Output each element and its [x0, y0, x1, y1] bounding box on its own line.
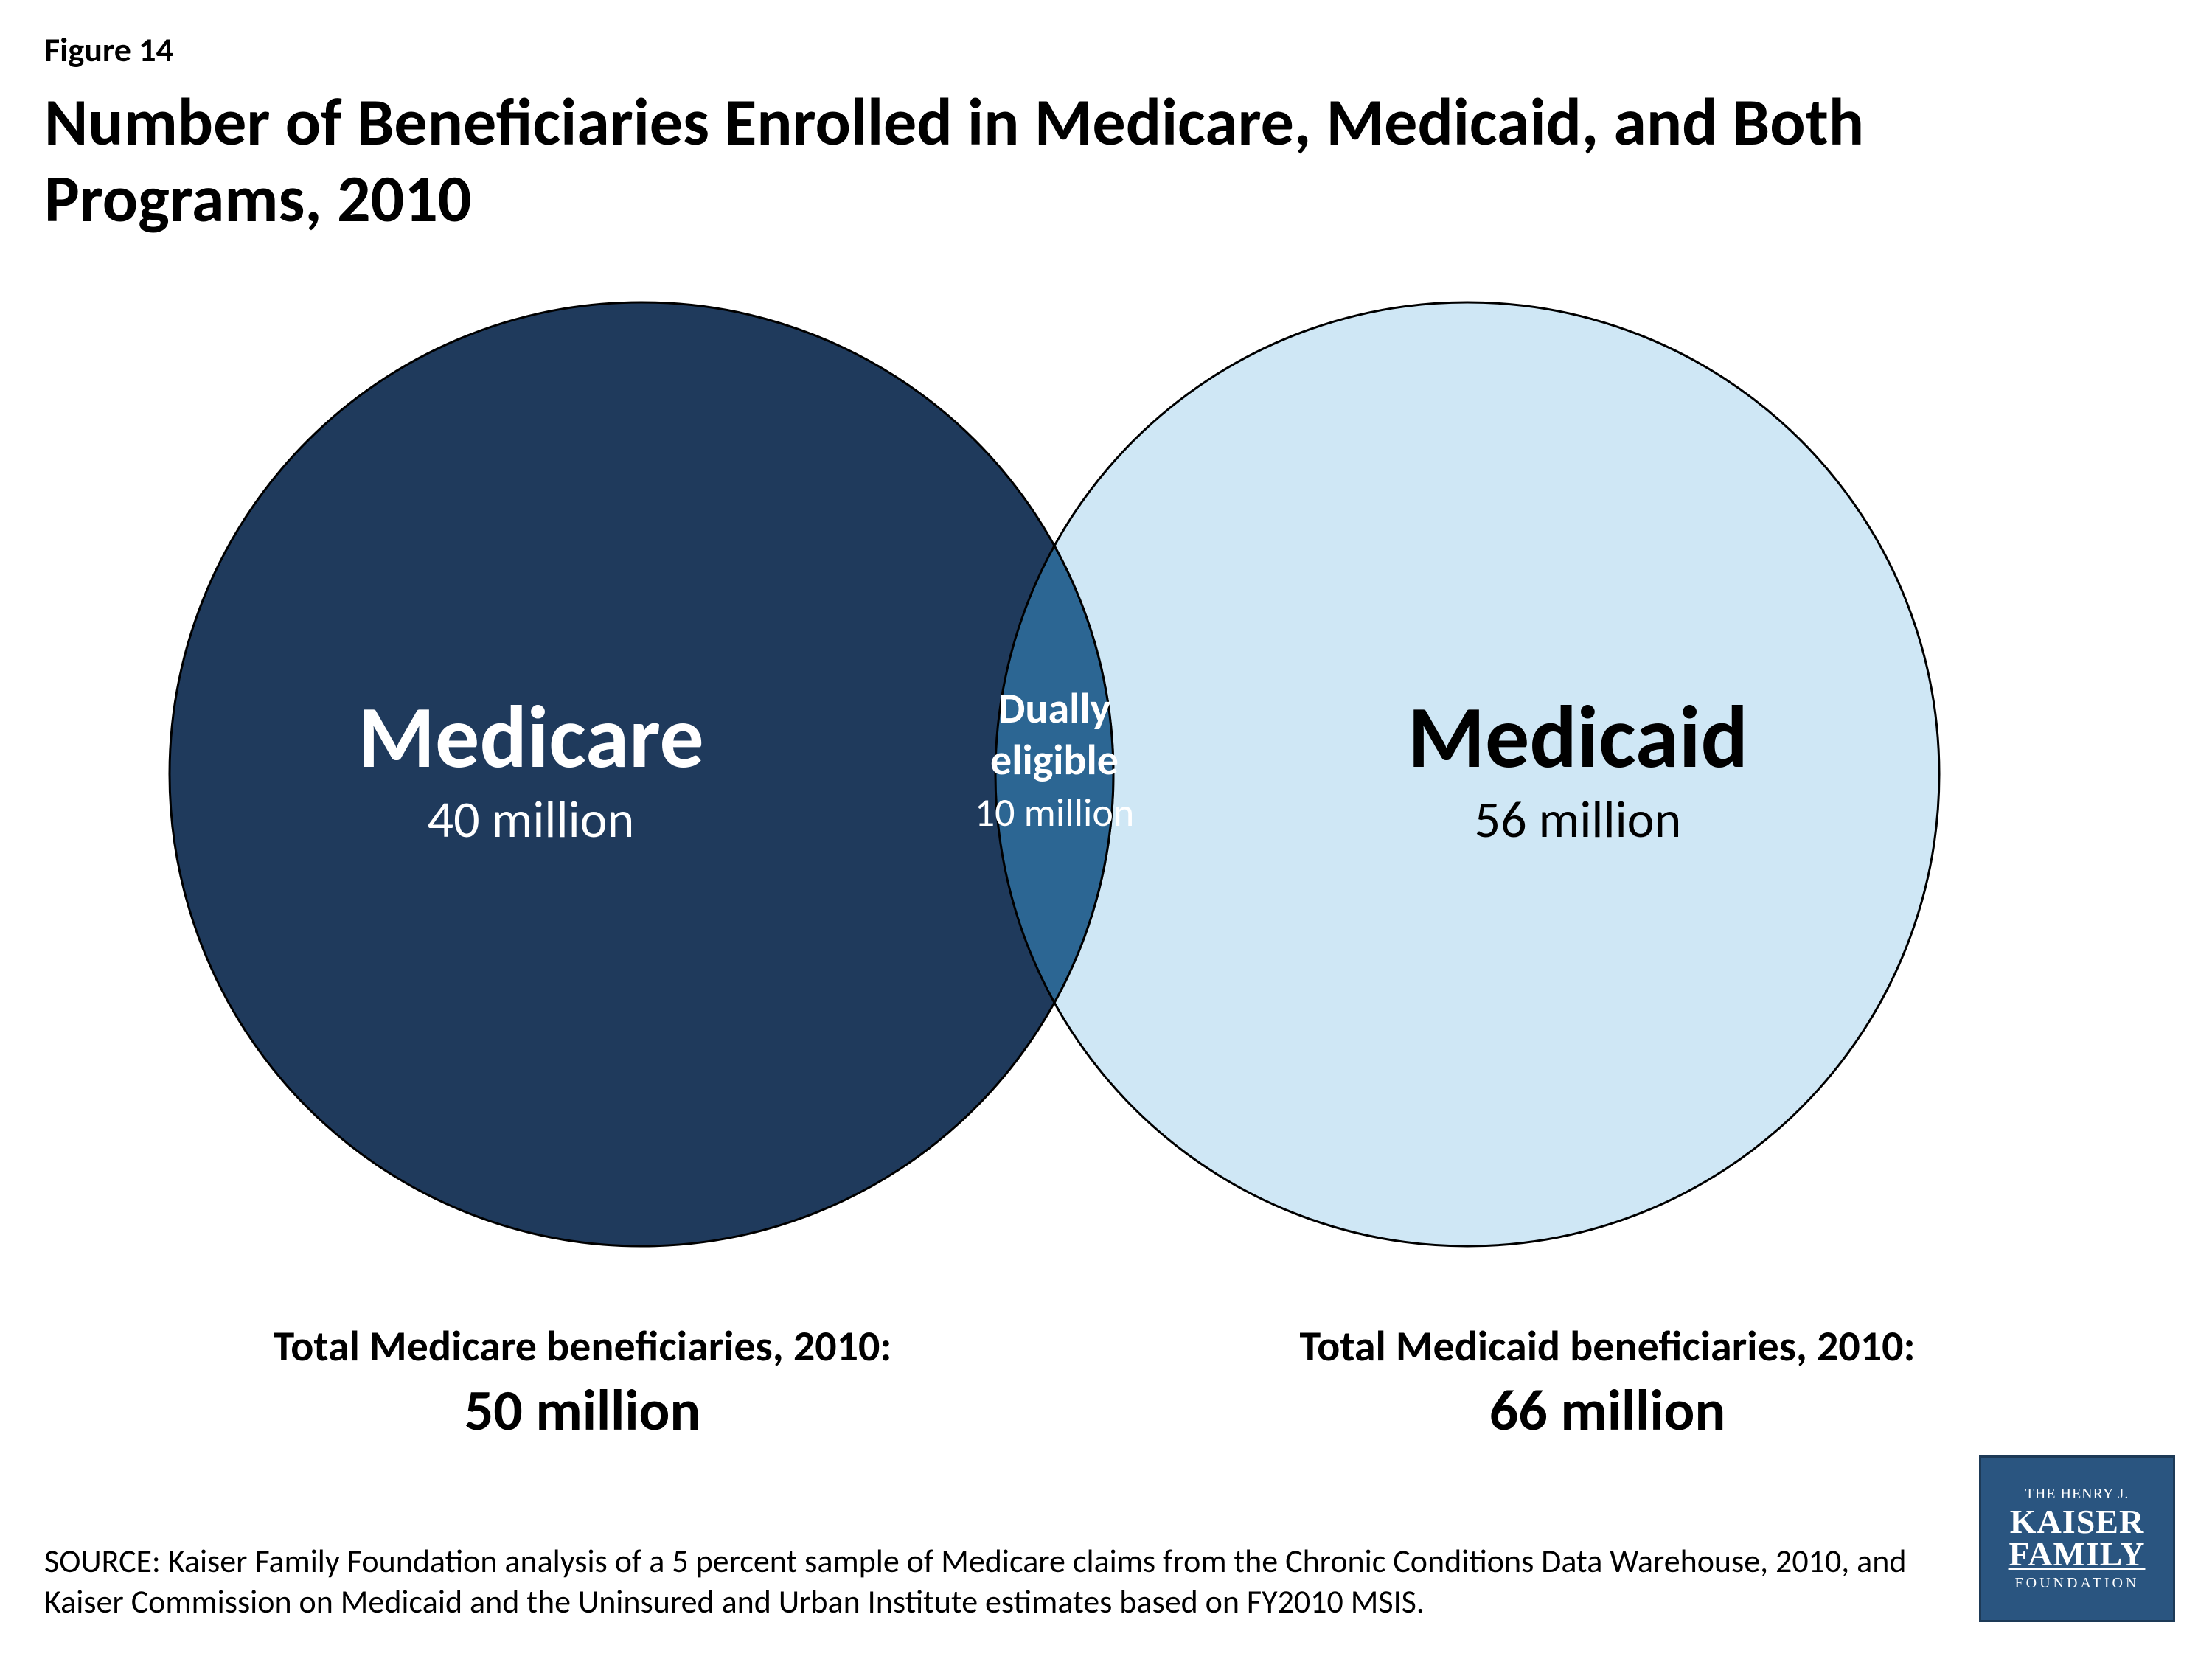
total-medicare-label: Total Medicare beneficiaries, 2010:	[103, 1320, 1062, 1372]
logo-mid2: FAMILY	[2009, 1538, 2146, 1571]
logo-top: THE HENRY J.	[2025, 1486, 2129, 1503]
medicaid-value: 56 million	[1475, 787, 1682, 851]
medicaid-label: Medicaid	[1408, 684, 1748, 791]
logo-bottom: FOUNDATION	[2015, 1575, 2140, 1592]
venn-diagram: Medicare40 million Medicaid56 million Dual…	[111, 288, 2101, 1283]
total-medicare-value: 50 million	[103, 1375, 1062, 1445]
medicare-value: 40 million	[428, 787, 635, 851]
overlap-label-2: eligible	[990, 734, 1119, 786]
totals-medicare: Total Medicare beneficiaries, 2010: 50 m…	[103, 1320, 1062, 1445]
total-medicaid-value: 66 million	[1128, 1375, 2087, 1445]
chart-title: Number of Beneficiaries Enrolled in Medi…	[44, 85, 2109, 237]
overlap-value: 10 million	[975, 788, 1135, 837]
venn-svg: Medicare40 million Medicaid56 million Dual…	[111, 288, 1998, 1261]
total-medicaid-label: Total Medicaid beneficiaries, 2010:	[1128, 1320, 2087, 1372]
kaiser-logo: THE HENRY J. KAISER FAMILY FOUNDATION	[1979, 1455, 2175, 1622]
medicare-label: Medicare	[358, 684, 704, 791]
logo-mid: KAISER	[2010, 1506, 2144, 1538]
figure-number: Figure 14	[44, 29, 173, 71]
overlap-label-1: Dually	[998, 682, 1111, 734]
page: Figure 14 Number of Beneficiaries Enroll…	[0, 0, 2212, 1659]
totals-medicaid: Total Medicaid beneficiaries, 2010: 66 m…	[1128, 1320, 2087, 1445]
source-note: SOURCE: Kaiser Family Foundation analysi…	[44, 1541, 1924, 1622]
